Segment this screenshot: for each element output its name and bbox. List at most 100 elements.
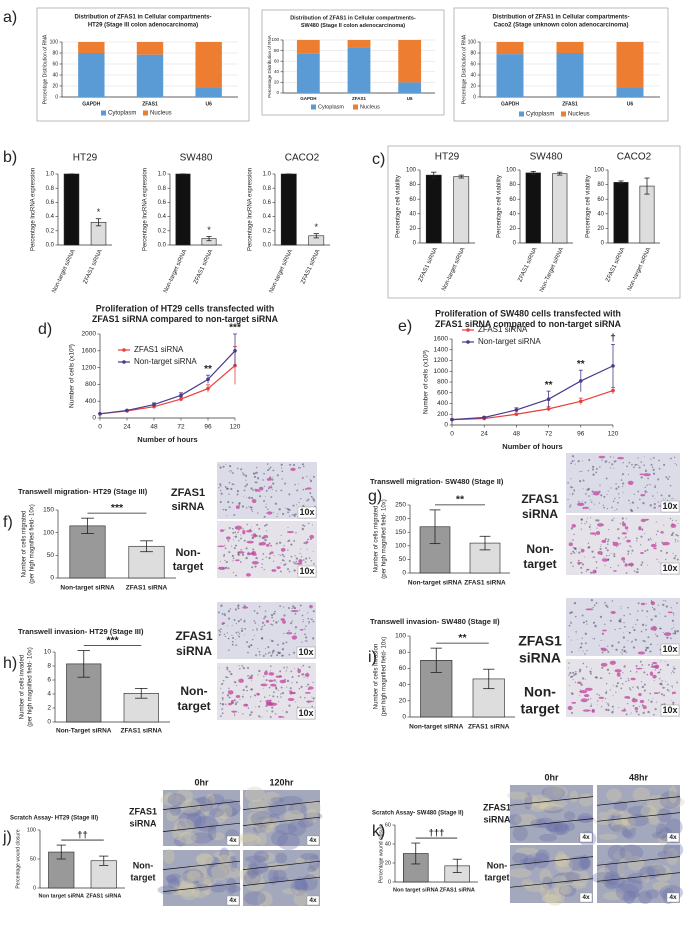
cell-dot xyxy=(573,533,575,536)
cell-dot xyxy=(228,670,231,673)
y-tick-label: 0 xyxy=(92,415,96,422)
cell-dot xyxy=(581,470,583,473)
row-label: ZFAS1 xyxy=(175,629,213,643)
cell-dot xyxy=(672,687,674,689)
panel-frame xyxy=(453,7,669,122)
texture-blob xyxy=(213,850,235,860)
cell-dot xyxy=(633,466,635,469)
texture-blob xyxy=(179,873,195,889)
cell-dot xyxy=(670,457,672,460)
cell-dot xyxy=(575,550,577,552)
x-tick-label: 0 xyxy=(450,431,454,438)
cell-blob xyxy=(267,511,273,515)
cell-dot xyxy=(277,651,280,654)
cell-blob xyxy=(235,505,240,509)
cell-dot xyxy=(590,703,593,705)
texture-blob xyxy=(164,791,174,801)
y-axis-label: Percentage Distribution of RNA xyxy=(42,34,48,104)
cell-dot xyxy=(653,502,656,506)
x-tick-label: ZFAS1 siRNA xyxy=(468,724,510,731)
cell-dot xyxy=(274,713,277,715)
cell-dot xyxy=(658,691,661,694)
cell-dot xyxy=(309,492,312,495)
cell-dot xyxy=(670,699,672,701)
cell-blob xyxy=(601,647,607,652)
texture-blob xyxy=(619,844,644,861)
cell-dot xyxy=(613,555,616,558)
cell-dot xyxy=(607,540,609,543)
cell-dot xyxy=(637,687,639,690)
texture-blob xyxy=(192,876,216,884)
cell-dot xyxy=(235,644,238,647)
cell-dot xyxy=(263,675,265,678)
cell-dot xyxy=(288,653,291,656)
cell-dot xyxy=(613,708,615,710)
cell-dot xyxy=(271,485,273,487)
cell-dot xyxy=(632,627,634,629)
row-label: target xyxy=(177,699,210,713)
cell-dot xyxy=(304,640,307,642)
texture-blob xyxy=(254,816,273,829)
micrograph xyxy=(238,786,323,851)
cell-dot xyxy=(646,564,648,566)
cell-dot xyxy=(232,531,235,534)
cell-blob xyxy=(583,694,590,698)
cell-dot xyxy=(238,633,241,635)
x-tick-label: GAPDH xyxy=(82,101,100,107)
cell-dot xyxy=(247,651,249,654)
cell-dot xyxy=(638,706,640,708)
cell-blob xyxy=(260,683,268,687)
y-tick-label: 1600 xyxy=(82,348,97,355)
cell-dot xyxy=(670,533,674,537)
cell-dot xyxy=(572,492,574,495)
cell-dot xyxy=(613,460,616,463)
cell-dot xyxy=(281,654,284,657)
chart-title: Proliferation of SW480 cells transfected… xyxy=(435,308,621,318)
y-tick-label: 80 xyxy=(52,50,58,56)
y-tick-label: 20 xyxy=(385,860,391,866)
cell-dot xyxy=(228,526,231,530)
cell-dot xyxy=(651,466,654,468)
texture-blob xyxy=(507,813,522,826)
texture-blob xyxy=(619,878,643,894)
y-axis-label: Number of cells (x10³) xyxy=(69,344,76,408)
y-tick-label: 600 xyxy=(437,389,448,396)
bar-segment xyxy=(616,42,644,88)
cell-dot xyxy=(642,639,645,642)
cell-dot xyxy=(650,600,653,602)
cell-dot xyxy=(219,631,222,633)
texture-blob xyxy=(655,823,668,840)
cell-dot xyxy=(237,634,239,636)
y-tick-label: 4 xyxy=(47,691,51,698)
cell-dot xyxy=(265,512,268,514)
cell-blob xyxy=(246,540,254,544)
cell-dot xyxy=(301,476,304,479)
cell-dot xyxy=(235,623,237,625)
texture-blob xyxy=(165,873,183,885)
cell-dot xyxy=(674,632,677,635)
magnification-label: 4x xyxy=(229,897,237,904)
cell-dot xyxy=(266,530,268,532)
cell-dot xyxy=(221,703,224,705)
cell-dot xyxy=(673,623,675,625)
significance-label: †† xyxy=(77,830,88,841)
row-label: target xyxy=(173,561,204,573)
cell-dot xyxy=(661,683,663,686)
cell-dot xyxy=(656,492,658,494)
cell-dot xyxy=(574,615,577,618)
cell-dot xyxy=(257,624,259,626)
cell-dot xyxy=(641,704,644,707)
cell-dot xyxy=(309,479,313,483)
cell-blob xyxy=(640,493,646,497)
chart-title: Distribution of ZFAS1 in Cellular compar… xyxy=(492,15,629,21)
cell-blob xyxy=(653,547,657,550)
cell-dot xyxy=(284,678,286,681)
cell-dot xyxy=(581,637,583,639)
cell-blob xyxy=(640,602,646,606)
cell-dot xyxy=(641,609,644,612)
cell-dot xyxy=(231,501,234,504)
y-axis-label: Number of cells migrated xyxy=(22,511,28,578)
cell-dot xyxy=(646,610,649,613)
cell-blob xyxy=(258,486,264,491)
cell-dot xyxy=(597,519,600,522)
